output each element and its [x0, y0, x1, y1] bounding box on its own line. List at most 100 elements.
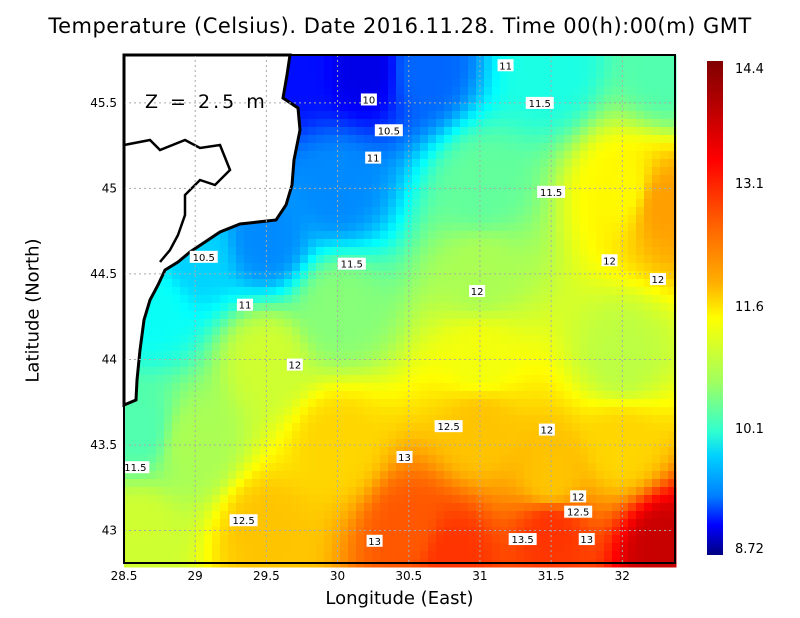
field-cell — [508, 239, 517, 248]
field-cell — [540, 255, 549, 264]
field-cell — [524, 479, 533, 488]
field-cell — [476, 479, 485, 488]
field-cell — [388, 63, 397, 72]
field-cell — [476, 303, 485, 312]
field-cell — [380, 255, 389, 264]
field-cell — [380, 55, 389, 64]
field-cell — [380, 439, 389, 448]
field-cell — [188, 479, 197, 488]
field-cell — [340, 375, 349, 384]
field-cell — [636, 391, 645, 400]
field-cell — [236, 351, 245, 360]
contour-label: 11 — [497, 59, 514, 72]
field-cell — [652, 407, 661, 416]
field-cell — [132, 503, 141, 512]
field-cell — [348, 127, 357, 136]
field-cell — [356, 383, 365, 392]
field-cell — [564, 487, 573, 496]
field-cell — [476, 103, 485, 112]
field-cell — [340, 167, 349, 176]
field-cell — [220, 255, 229, 264]
field-cell — [164, 303, 173, 312]
field-cell — [548, 263, 557, 272]
field-cell — [436, 543, 445, 552]
field-cell — [388, 327, 397, 336]
field-cell — [348, 207, 357, 216]
field-cell — [428, 231, 437, 240]
field-cell — [372, 335, 381, 344]
field-cell — [444, 103, 453, 112]
field-cell — [580, 431, 589, 440]
field-cell — [412, 135, 421, 144]
field-cell — [284, 319, 293, 328]
field-cell — [644, 127, 653, 136]
field-cell — [572, 199, 581, 208]
field-cell — [252, 231, 261, 240]
field-cell — [340, 359, 349, 368]
field-cell — [356, 511, 365, 520]
field-cell — [356, 463, 365, 472]
svg-text:11.5: 11.5 — [341, 260, 363, 271]
field-cell — [652, 231, 661, 240]
field-cell — [204, 239, 213, 248]
field-cell — [404, 423, 413, 432]
field-cell — [628, 215, 637, 224]
field-cell — [492, 135, 501, 144]
field-cell — [172, 527, 181, 536]
field-cell — [188, 295, 197, 304]
field-cell — [140, 375, 149, 384]
field-cell — [412, 367, 421, 376]
field-cell — [556, 207, 565, 216]
field-cell — [268, 399, 277, 408]
field-cell — [660, 319, 669, 328]
field-cell — [468, 495, 477, 504]
field-cell — [340, 543, 349, 552]
field-cell — [476, 343, 485, 352]
field-cell — [452, 407, 461, 416]
field-cell — [412, 343, 421, 352]
field-cell — [156, 327, 165, 336]
field-cell — [636, 359, 645, 368]
field-cell — [284, 551, 293, 560]
field-cell — [436, 199, 445, 208]
field-cell — [524, 551, 533, 560]
field-cell — [308, 279, 317, 288]
field-cell — [524, 143, 533, 152]
field-cell — [580, 407, 589, 416]
field-cell — [268, 551, 277, 560]
field-cell — [404, 543, 413, 552]
field-cell — [644, 503, 653, 512]
field-cell — [604, 511, 613, 520]
field-cell — [588, 55, 597, 64]
field-cell — [388, 359, 397, 368]
field-cell — [524, 391, 533, 400]
field-cell — [260, 343, 269, 352]
field-cell — [516, 207, 525, 216]
field-cell — [292, 215, 301, 224]
field-cell — [444, 351, 453, 360]
field-cell — [124, 543, 133, 552]
field-cell — [404, 295, 413, 304]
field-cell — [348, 87, 357, 96]
field-cell — [420, 311, 429, 320]
field-cell — [636, 199, 645, 208]
contour-label: 12.5 — [434, 420, 463, 433]
field-cell — [508, 231, 517, 240]
field-cell — [556, 423, 565, 432]
field-cell — [372, 175, 381, 184]
field-cell — [524, 263, 533, 272]
field-cell — [188, 367, 197, 376]
field-cell — [156, 479, 165, 488]
field-cell — [556, 383, 565, 392]
field-cell — [628, 79, 637, 88]
field-cell — [436, 503, 445, 512]
field-cell — [300, 287, 309, 296]
field-cell — [452, 303, 461, 312]
field-cell — [340, 191, 349, 200]
field-cell — [148, 527, 157, 536]
field-cell — [444, 279, 453, 288]
field-cell — [636, 151, 645, 160]
field-cell — [276, 231, 285, 240]
field-cell — [620, 223, 629, 232]
field-cell — [340, 431, 349, 440]
